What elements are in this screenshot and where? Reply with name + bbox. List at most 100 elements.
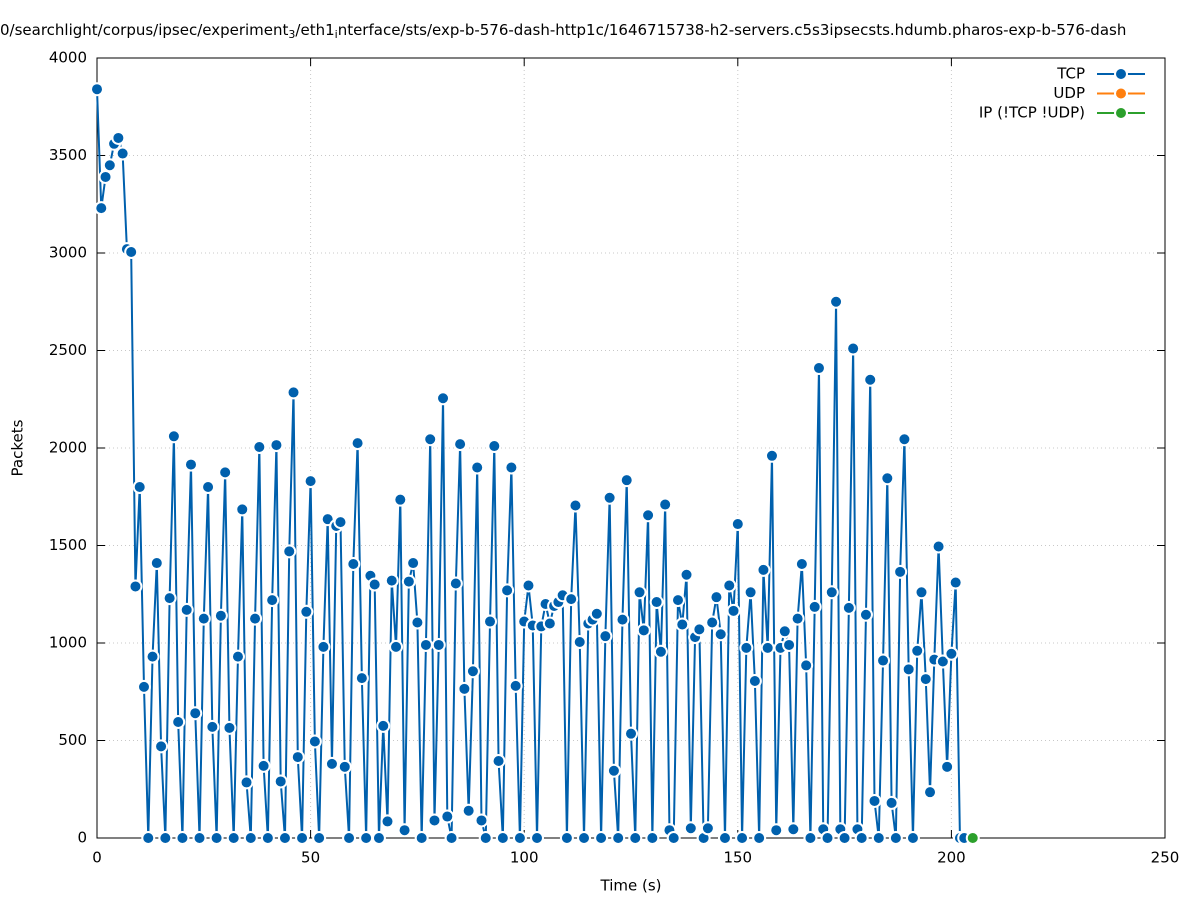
data-point xyxy=(243,831,258,845)
data-point xyxy=(406,556,421,571)
data-point xyxy=(628,831,643,845)
data-point xyxy=(401,574,416,589)
data-point xyxy=(102,158,117,173)
data-point xyxy=(158,831,173,845)
x-tick-label: 200 xyxy=(937,849,966,867)
data-point xyxy=(841,600,856,615)
data-point xyxy=(683,821,698,836)
data-point xyxy=(508,678,523,693)
data-point xyxy=(333,515,348,530)
data-point xyxy=(559,831,574,845)
data-point xyxy=(692,622,707,637)
y-tick-label: 2500 xyxy=(49,341,87,359)
data-point xyxy=(337,759,352,774)
data-point xyxy=(239,775,254,790)
data-point xyxy=(965,831,980,845)
data-point xyxy=(282,544,297,559)
data-point xyxy=(376,718,391,733)
data-point xyxy=(717,831,732,845)
legend-label: IP (!TCP !UDP) xyxy=(979,104,1085,122)
data-point xyxy=(483,614,498,629)
legend-marker xyxy=(1114,86,1128,101)
data-point xyxy=(658,497,673,512)
data-point xyxy=(380,814,395,829)
data-point xyxy=(777,624,792,639)
data-point xyxy=(418,637,433,652)
x-tick-label: 100 xyxy=(510,849,539,867)
y-tick-label: 3000 xyxy=(49,244,87,262)
data-point xyxy=(196,611,211,626)
data-point xyxy=(670,593,685,608)
title-subscript: i xyxy=(335,28,338,41)
data-point xyxy=(636,623,651,638)
x-axis-label: Time (s) xyxy=(600,877,662,895)
data-point xyxy=(436,391,451,406)
data-point xyxy=(453,437,468,452)
data-point xyxy=(799,658,814,673)
data-point xyxy=(594,831,609,845)
data-point xyxy=(944,646,959,661)
data-point xyxy=(752,831,767,845)
data-point xyxy=(312,831,327,845)
data-point xyxy=(884,795,899,810)
data-point xyxy=(722,578,737,593)
data-point xyxy=(871,831,886,845)
data-point xyxy=(136,679,151,694)
legend-marker xyxy=(1114,67,1128,81)
data-point xyxy=(209,831,224,845)
data-point xyxy=(709,590,724,605)
data-point xyxy=(632,585,647,600)
data-point xyxy=(764,448,779,463)
data-point xyxy=(705,615,720,630)
data-point xyxy=(465,664,480,679)
data-point xyxy=(568,498,583,513)
data-point xyxy=(171,714,186,729)
data-point xyxy=(98,169,113,184)
data-point xyxy=(675,617,690,632)
data-point xyxy=(290,750,305,765)
y-tick-label: 0 xyxy=(77,829,87,847)
data-point xyxy=(726,603,741,618)
data-point xyxy=(230,649,245,664)
data-point xyxy=(478,831,493,845)
data-point xyxy=(589,606,604,621)
data-point xyxy=(201,480,216,494)
data-point xyxy=(730,517,745,532)
data-point xyxy=(461,803,476,818)
data-point xyxy=(192,831,207,845)
data-point xyxy=(90,82,104,97)
data-point xyxy=(747,674,762,689)
data-point xyxy=(931,539,946,554)
legend-label: UDP xyxy=(1053,84,1085,102)
data-point xyxy=(760,640,775,655)
data-point xyxy=(824,585,839,600)
data-point xyxy=(645,831,660,845)
data-point xyxy=(273,774,288,789)
data-point xyxy=(666,831,681,845)
data-point xyxy=(512,831,527,845)
data-point xyxy=(94,201,109,216)
data-point xyxy=(820,831,835,845)
data-point xyxy=(803,831,818,845)
data-point xyxy=(794,557,809,572)
title-part: nterface/sts/exp-b-576-dash-http1c/16467… xyxy=(338,21,1127,39)
data-point xyxy=(504,460,519,475)
title-part: /eth1 xyxy=(295,21,334,39)
data-point xyxy=(132,480,147,494)
data-point xyxy=(713,627,728,642)
data-point xyxy=(389,639,404,654)
data-point xyxy=(367,577,382,592)
data-point xyxy=(653,644,668,659)
data-point xyxy=(641,508,656,523)
data-point xyxy=(183,457,198,472)
data-point xyxy=(145,649,160,664)
data-point xyxy=(500,583,515,598)
data-point xyxy=(487,439,502,454)
y-axis-label: Packets xyxy=(9,419,27,476)
data-point xyxy=(111,130,126,145)
data-point xyxy=(359,831,374,845)
data-point xyxy=(572,635,587,650)
data-point xyxy=(166,429,181,444)
data-point xyxy=(619,473,634,488)
